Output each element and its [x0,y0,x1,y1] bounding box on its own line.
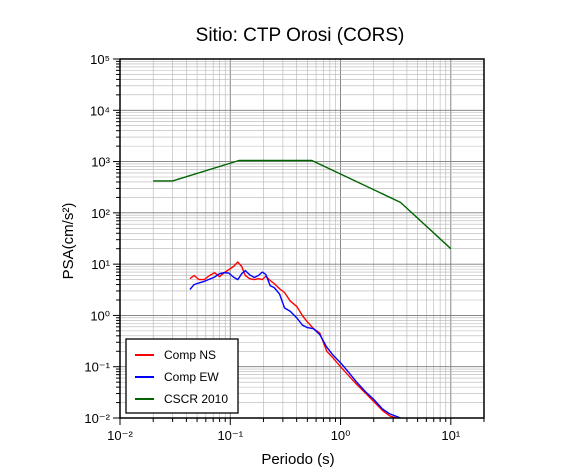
series-layer [153,159,452,418]
y-tick-label: 10⁵ [90,52,110,67]
x-tick-label: 10⁻² [107,428,133,443]
x-axis-label: Periodo (s) [261,451,334,468]
y-tick-label: 10¹ [91,257,110,272]
legend: Comp NS Comp EW CSCR 2010 [125,338,239,414]
legend-label-cscr-2010: CSCR 2010 [164,392,228,406]
y-tick-label: 10³ [91,155,110,170]
plot-frame [119,58,485,419]
tick-layer: 10⁻² 10⁻¹ 10⁰ 10¹ 10⁻² 10⁻¹ 10⁰ 10¹ 10² 10³ 10⁴ 10⁵ [84,52,485,443]
x-tick-label: 10⁰ [331,428,351,443]
y-tick-label: 10⁻¹ [84,360,110,375]
legend-label-comp-ew: Comp EW [164,370,219,384]
chart-title: Sitio: CTP Orosi (CORS) [196,25,405,46]
y-tick-label: 10⁴ [90,103,110,118]
series-line-comp-ns [189,261,399,418]
legend-label-comp-ns: Comp NS [164,348,216,362]
series-line-cscr-2010 [153,159,452,250]
y-axis-label: PSA(cm/s²) [60,203,77,280]
y-tick-label: 10⁻² [84,411,110,426]
y-tick-label: 10² [91,206,110,221]
grid-layer [120,59,484,418]
x-tick-label: 10¹ [441,428,460,443]
x-tick-label: 10⁻¹ [217,428,243,443]
y-tick-label: 10⁰ [90,308,110,323]
series-line-comp-ew [189,269,401,418]
